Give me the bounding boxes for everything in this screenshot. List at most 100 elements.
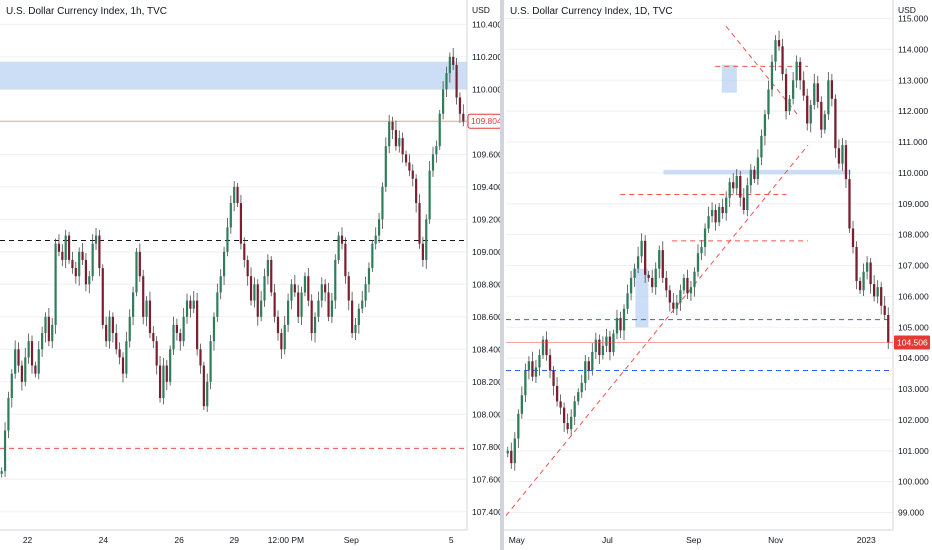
candle-body <box>438 113 441 147</box>
candle-body <box>344 243 347 277</box>
candle-body <box>707 216 710 229</box>
time-axis-tick-label: Sep <box>344 535 359 545</box>
candle-body <box>455 64 458 98</box>
candle-body <box>162 365 165 399</box>
candle-body <box>283 324 286 350</box>
candle-body <box>81 251 84 260</box>
candle-body <box>196 300 199 350</box>
candle-body <box>381 186 384 220</box>
candle-body <box>636 256 640 269</box>
candle-body <box>756 157 760 180</box>
candle-body <box>559 401 562 408</box>
time-axis-tick-label: May <box>509 535 526 545</box>
resistance-zone[interactable] <box>721 64 737 93</box>
candle-body <box>693 271 696 288</box>
candle-body <box>189 300 192 309</box>
price-axis-tick-label: 112.000 <box>898 106 928 116</box>
candle-body <box>448 56 451 74</box>
candle-body <box>777 40 781 47</box>
candle-body <box>665 277 668 291</box>
candle-body <box>837 148 841 164</box>
time-axis-tick-label: 29 <box>229 535 239 545</box>
candle-body <box>813 83 816 105</box>
candle-body <box>7 398 10 431</box>
candle-body <box>654 268 657 288</box>
candle-body <box>142 276 145 317</box>
candle-body <box>37 349 40 374</box>
candle-body <box>619 318 622 331</box>
candle-body <box>317 300 320 317</box>
candle-body <box>357 308 360 325</box>
candle-body <box>155 341 158 366</box>
candle-body <box>844 145 848 180</box>
candle-body <box>873 284 876 297</box>
price-axis-tick-label: 108.400 <box>472 344 500 354</box>
price-axis-unit-label: USD <box>472 5 490 15</box>
candle-body <box>351 300 354 334</box>
candle-body <box>34 365 37 374</box>
chart-1h-canvas[interactable]: USD110.400110.200110.000109.800109.60010… <box>0 0 500 550</box>
candle-body <box>408 162 411 171</box>
price-axis-tick-label: 115.000 <box>898 14 928 24</box>
candle-body <box>703 228 707 248</box>
time-axis-tick-label: 12:00 PM <box>268 535 304 545</box>
candle-body <box>384 146 387 187</box>
candle-body <box>361 300 364 309</box>
candle-body <box>280 333 283 350</box>
price-axis-tick-label: 104.000 <box>898 353 929 363</box>
candle-body <box>753 169 756 180</box>
chart-1d-title: U.S. Dollar Currency Index, 1D, TVC <box>510 6 673 17</box>
chart-panel-1h[interactable]: USD110.400110.200110.000109.800109.60010… <box>0 0 500 550</box>
price-axis-tick-label: 109.600 <box>472 149 500 159</box>
candle-body <box>865 262 869 272</box>
candle-body <box>520 395 523 414</box>
candle-body <box>598 339 601 356</box>
candle-body <box>192 300 195 309</box>
candle-body <box>749 169 752 186</box>
candle-body <box>111 316 114 334</box>
candle-body <box>243 243 246 260</box>
candle-body <box>686 277 689 294</box>
candle-body <box>763 114 767 136</box>
candle-body <box>717 206 721 223</box>
candle-body <box>428 170 431 220</box>
candle-body <box>175 324 178 334</box>
candle-body <box>770 61 774 90</box>
candle-body <box>411 170 414 179</box>
candle-body <box>266 259 269 277</box>
trend-line[interactable] <box>505 144 809 516</box>
price-axis-tick-label: 111.000 <box>898 137 928 147</box>
candle-body <box>209 341 212 382</box>
price-axis-tick-label: 110.400 <box>472 19 500 29</box>
candle-body <box>626 293 629 309</box>
candle-body <box>249 276 253 301</box>
price-axis-tick-label: 108.800 <box>472 279 500 289</box>
candle-body <box>735 176 738 189</box>
price-axis-tick-label: 102.000 <box>898 415 929 425</box>
candle-body <box>640 240 643 257</box>
candle-body <box>421 243 424 260</box>
resistance-zone[interactable] <box>635 268 649 328</box>
resistance-zone[interactable] <box>0 61 467 90</box>
chart-panel-1d[interactable]: USD 115.000 114.000 113.000 112.000 111.000 11… <box>504 0 932 550</box>
candle-body <box>661 250 664 278</box>
candle-body <box>256 284 259 317</box>
candle-body <box>199 349 202 366</box>
candle-body <box>94 235 98 244</box>
candle-body <box>442 89 445 114</box>
candle-body <box>431 154 435 171</box>
candle-body <box>527 361 531 371</box>
panel-divider[interactable] <box>500 0 504 550</box>
candle-body <box>679 290 682 303</box>
candle-body <box>746 185 749 210</box>
candle-body <box>354 324 357 334</box>
candle-body <box>297 292 300 317</box>
candle-body <box>548 355 552 371</box>
candle-body <box>851 228 855 248</box>
candle-body <box>206 381 209 407</box>
candle-body <box>545 339 548 356</box>
candle-body <box>182 316 185 342</box>
price-axis-tick-label: 109.400 <box>472 182 500 192</box>
candle-body <box>629 277 633 294</box>
